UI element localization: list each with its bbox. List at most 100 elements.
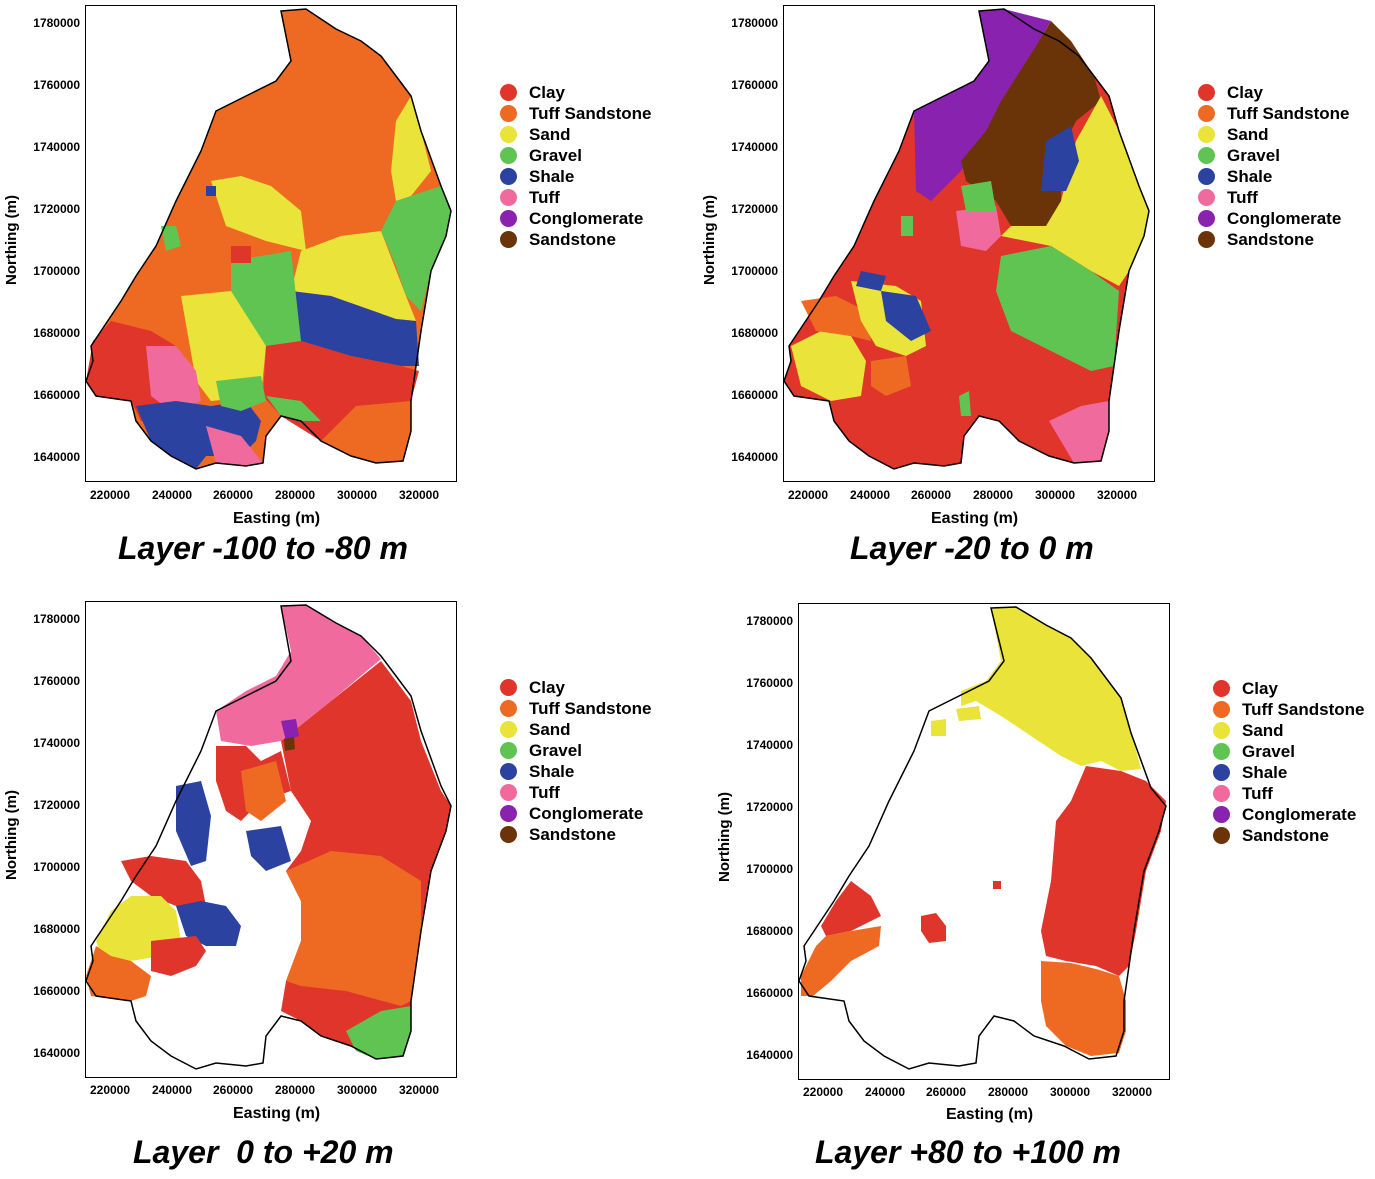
layer-caption: Layer -100 to -80 m [118, 530, 408, 566]
x-tick-label: 320000 [1096, 488, 1138, 502]
region-shale [1041, 126, 1079, 191]
region-gravel [346, 1006, 411, 1059]
y-axis-label: Northing (m) [3, 195, 20, 285]
y-tick-label: 1700000 [746, 862, 793, 876]
y-tick-label: 1660000 [33, 984, 80, 998]
y-tick-label: 1660000 [33, 388, 80, 402]
x-tick-label: 240000 [849, 488, 891, 502]
legend-label: Sandstone [1242, 825, 1329, 845]
x-tick-label: 300000 [336, 1083, 378, 1097]
y-tick-label: 1760000 [731, 78, 778, 92]
layer-caption: Layer 0 to +20 m [133, 1134, 394, 1170]
region-shale [246, 826, 291, 871]
legend-swatch [500, 168, 517, 185]
y-tick-label: 1780000 [731, 16, 778, 30]
y-tick-label: 1700000 [33, 264, 80, 278]
y-tick-label: 1680000 [33, 326, 80, 340]
x-tick-label: 240000 [151, 1083, 193, 1097]
region-tuff [956, 206, 1001, 251]
legend-swatch [500, 784, 517, 801]
y-tick-label: 1680000 [33, 922, 80, 936]
basin-outline [86, 8, 452, 470]
x-tick-label: 220000 [787, 488, 829, 502]
legend: Clay Tuff Sandstone Sand Gravel Shale Tu… [1198, 82, 1349, 250]
x-tick-label: 240000 [151, 488, 193, 502]
region-gravel [381, 186, 451, 311]
legend-swatch [500, 147, 517, 164]
legend-swatch [500, 679, 517, 696]
legend-item-clay: Clay [500, 677, 651, 698]
region-clay [1041, 766, 1166, 976]
y-tick-label: 1740000 [33, 736, 80, 750]
legend-swatch [1198, 231, 1215, 248]
legend-item-tuff: Tuff [500, 782, 651, 803]
legend-item-tuff-sandstone: Tuff Sandstone [500, 103, 651, 124]
y-tick-label: 1640000 [33, 450, 80, 464]
region-clay [121, 856, 206, 906]
legend-item-gravel: Gravel [1198, 145, 1349, 166]
map-layer-4 [799, 606, 1167, 1070]
legend-item-sandstone: Sandstone [500, 229, 651, 250]
x-tick-label: 300000 [336, 488, 378, 502]
region-sand [956, 706, 981, 721]
map-frame [798, 603, 1170, 1080]
region-gravel [996, 246, 1119, 371]
legend-label: Sand [1242, 720, 1284, 740]
legend-label: Gravel [1242, 741, 1295, 761]
region-tuff [146, 346, 201, 411]
y-tick-label: 1700000 [731, 264, 778, 278]
basin-outline [86, 604, 452, 1070]
layer-caption: Layer -20 to 0 m [850, 530, 1094, 566]
layer-caption: Layer +80 to +100 m [815, 1134, 1121, 1170]
legend-item-conglomerate: Conglomerate [500, 208, 651, 229]
legend-item-shale: Shale [1213, 762, 1364, 783]
x-tick-label: 320000 [398, 1083, 440, 1097]
region-sand [931, 719, 946, 736]
y-tick-label: 1680000 [731, 326, 778, 340]
region-gravel [216, 376, 266, 411]
x-axis-label: Easting (m) [233, 510, 321, 527]
legend-swatch [1198, 126, 1215, 143]
legend-label: Conglomerate [529, 208, 644, 228]
legend-label: Clay [1227, 82, 1263, 102]
legend-label: Sand [1227, 124, 1269, 144]
y-tick-label: 1720000 [746, 800, 793, 814]
region-tuff-sandstone [86, 946, 151, 1001]
legend-swatch [500, 231, 517, 248]
y-axis-label: Northing (m) [716, 792, 733, 882]
region-shale [176, 781, 211, 866]
legend-swatch [500, 763, 517, 780]
region-shale [291, 291, 419, 366]
region-clay [921, 913, 946, 943]
legend-label: Conglomerate [1227, 208, 1342, 228]
legend-label: Gravel [529, 740, 582, 760]
legend-item-clay: Clay [1198, 82, 1349, 103]
legend-item-tuff: Tuff [1213, 783, 1364, 804]
y-tick-label: 1700000 [33, 860, 80, 874]
y-axis-label: Northing (m) [3, 790, 20, 880]
legend-swatch [1198, 84, 1215, 101]
legend-swatch [500, 721, 517, 738]
legend-swatch [1213, 785, 1230, 802]
map-frame [85, 601, 457, 1078]
y-tick-label: 1760000 [746, 676, 793, 690]
x-axis-label: Easting (m) [233, 1105, 321, 1122]
x-axis-label: Easting (m) [931, 510, 1019, 527]
legend-item-tuff-sandstone: Tuff Sandstone [1198, 103, 1349, 124]
region-tuff-sandstone [241, 761, 286, 821]
x-tick-label: 260000 [910, 488, 952, 502]
x-tick-label: 280000 [274, 488, 316, 502]
map-frame [85, 5, 457, 482]
legend-item-gravel: Gravel [500, 740, 651, 761]
legend-swatch [1198, 147, 1215, 164]
legend-label: Sandstone [1227, 229, 1314, 249]
x-tick-label: 260000 [925, 1085, 967, 1099]
x-tick-label: 220000 [802, 1085, 844, 1099]
y-tick-label: 1660000 [731, 388, 778, 402]
legend-item-sand: Sand [500, 124, 651, 145]
legend-swatch [1213, 680, 1230, 697]
x-tick-label: 220000 [89, 488, 131, 502]
legend-item-sand: Sand [500, 719, 651, 740]
legend-swatch [500, 126, 517, 143]
y-tick-label: 1780000 [33, 16, 80, 30]
